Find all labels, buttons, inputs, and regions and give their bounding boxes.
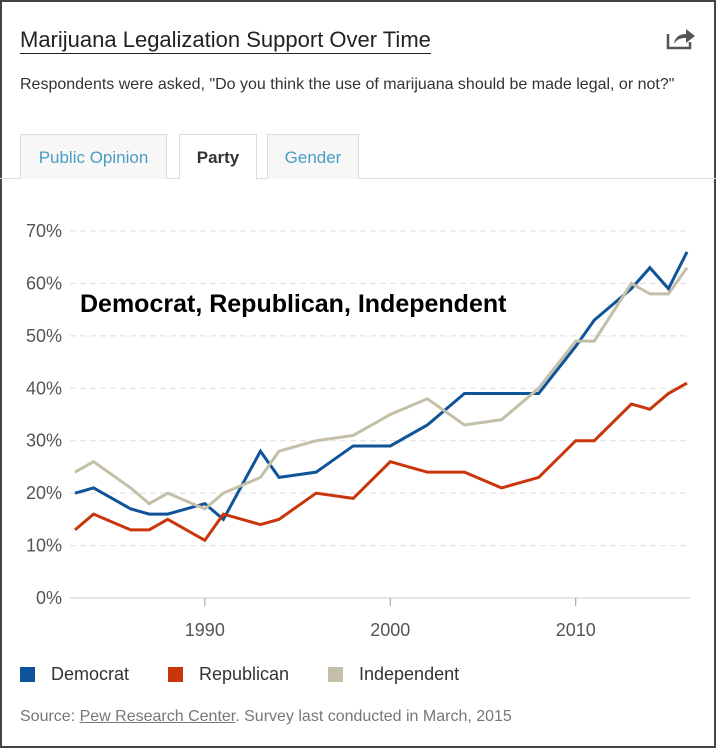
tab-public-opinion[interactable]: Public Opinion	[20, 134, 167, 179]
source-suffix: . Survey last conducted in March, 2015	[235, 708, 512, 725]
series-line-republican	[74, 381, 688, 543]
share-arrow-icon[interactable]	[666, 26, 696, 50]
y-tick-label: 30%	[26, 431, 62, 451]
legend-democrat: Democrat	[20, 664, 129, 685]
legend-label: Democrat	[51, 664, 130, 684]
legend-swatch	[20, 667, 35, 682]
source-note: Source: Pew Research Center. Survey last…	[20, 708, 512, 726]
series-line-democrat	[74, 251, 689, 522]
x-tick-label: 2010	[556, 620, 596, 640]
legend-independent: Independent	[328, 664, 459, 685]
y-tick-label: 20%	[26, 483, 62, 503]
y-tick-label: 60%	[26, 273, 62, 293]
x-tick-label: 1990	[185, 620, 225, 640]
chart-title: Marijuana Legalization Support Over Time	[20, 27, 431, 54]
y-tick-label: 70%	[26, 221, 62, 241]
tab-party[interactable]: Party	[179, 134, 257, 180]
legend-swatch	[168, 667, 183, 682]
legend-swatch	[328, 667, 343, 682]
legend-republican: Republican	[168, 664, 289, 685]
line-chart: 0% 10% 20% 30% 40% 50% 60% 70% 1990 2000 2010 Democ…	[26, 221, 690, 640]
subtitle: Respondents were asked, "Do you think th…	[20, 76, 675, 93]
legend-label: Independent	[359, 664, 460, 684]
x-tick-label: 2000	[370, 620, 410, 640]
source-prefix: Source:	[20, 708, 80, 725]
y-tick-label: 0%	[36, 588, 62, 608]
y-tick-label: 10%	[26, 536, 62, 556]
chart-annotation-title: Democrat, Republican, Independent	[80, 290, 507, 318]
tab-bar: Public Opinion Party Gender	[0, 134, 716, 180]
legend-label: Republican	[199, 664, 290, 684]
source-link[interactable]: Pew Research Center	[79, 708, 236, 725]
y-tick-label: 50%	[26, 326, 62, 346]
series-line-independent	[74, 266, 689, 511]
tab-gender[interactable]: Gender	[267, 134, 359, 179]
y-tick-label: 40%	[26, 378, 62, 398]
